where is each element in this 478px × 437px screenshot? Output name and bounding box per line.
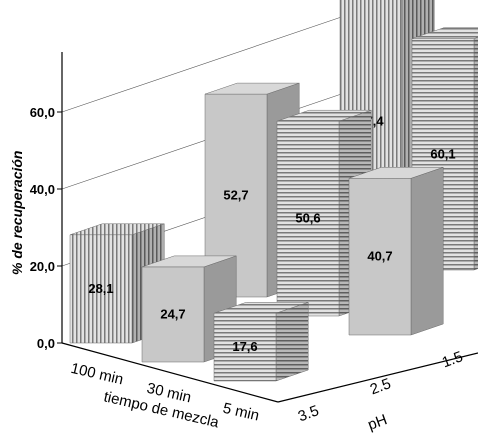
bar-side-face: [275, 301, 309, 382]
x-tick-label: 100 min: [69, 360, 125, 389]
bar-top-face: [348, 167, 444, 179]
bar-top-face: [141, 255, 237, 268]
z-tick-label: 2.5: [368, 375, 393, 398]
data-label: 17,6: [232, 339, 257, 354]
bar-top-face: [69, 223, 165, 236]
data-label: 40,7: [367, 249, 392, 264]
data-label: 24,7: [160, 307, 185, 322]
y-tick-label: 40,0: [30, 182, 55, 197]
z-axis-line: [277, 352, 478, 403]
y-tick-label: 0,0: [37, 336, 55, 351]
bar-2-1: 40,7: [348, 166, 444, 336]
bar-top-face: [213, 302, 309, 314]
z-tick-label: 3.5: [296, 402, 321, 425]
bar-top-face: [204, 82, 300, 95]
gridline: [61, 9, 363, 113]
data-label: 50,6: [295, 211, 320, 226]
bar-side-face: [410, 166, 444, 336]
bar-2-0: 17,6: [213, 301, 309, 382]
x-axis-line: [61, 342, 279, 403]
y-axis-title: % de recuperación: [9, 151, 25, 276]
bar-top-face: [411, 27, 478, 39]
bar-side-face: [473, 36, 478, 271]
z-tick-label: 1.5: [440, 348, 465, 371]
y-tick-label: 60,0: [30, 105, 55, 120]
data-label: 28,1: [88, 281, 113, 296]
data-label: 52,7: [223, 188, 248, 203]
x-tick-label: 5 min: [221, 400, 261, 425]
data-label: 60,1: [430, 146, 455, 161]
axes: 0,0 20,0 40,0 60,0: [30, 52, 478, 403]
bars: 67,460,155,052,750,640,728,124,717,6: [69, 0, 478, 382]
bar-top-face: [276, 109, 372, 122]
y-tick-label: 20,0: [30, 259, 55, 274]
z-axis-title: pH: [366, 411, 390, 434]
